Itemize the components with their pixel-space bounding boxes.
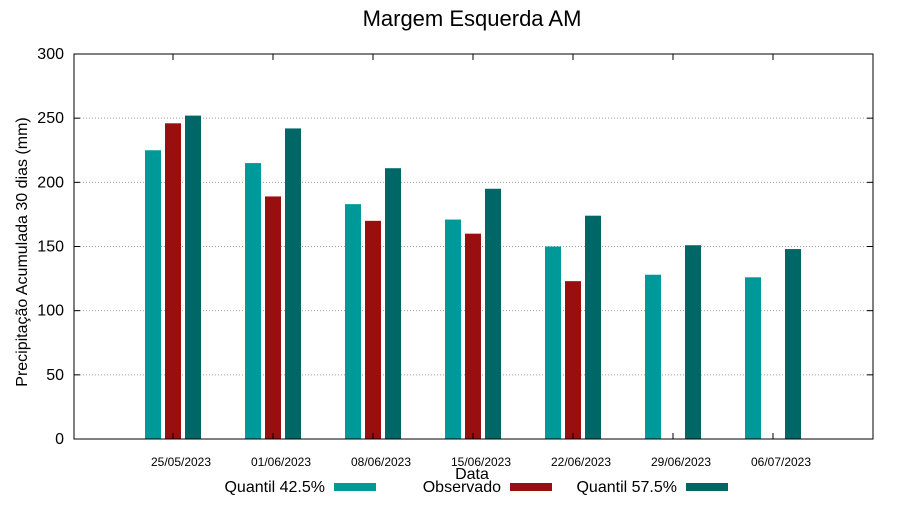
legend-swatch <box>686 483 728 491</box>
bars <box>145 115 801 440</box>
bar <box>145 150 161 439</box>
legend-swatch <box>510 483 552 491</box>
x-axis: 25/05/2023 01/06/2023 08/06/2023 15/06/2023… <box>151 54 811 469</box>
y-tick-label: 200 <box>37 174 64 191</box>
bar <box>685 245 701 439</box>
bar <box>745 277 761 439</box>
x-tick-label: 29/06/2023 <box>651 455 711 469</box>
y-tick-label: 0 <box>55 431 64 448</box>
y-tick-label: 250 <box>37 110 64 127</box>
bar <box>565 281 581 439</box>
x-tick-label: 08/06/2023 <box>351 455 411 469</box>
x-tick-label: 06/07/2023 <box>751 455 811 469</box>
x-tick-label: 01/06/2023 <box>251 455 311 469</box>
bar <box>465 233 481 439</box>
x-axis-label: Data <box>455 466 489 483</box>
bar <box>165 123 181 440</box>
y-tick-label: 300 <box>37 46 64 63</box>
bar <box>285 128 301 439</box>
legend-label: Quantil 57.5% <box>576 479 677 496</box>
bar <box>385 168 401 439</box>
bar <box>645 274 661 439</box>
bar <box>365 220 381 439</box>
x-tick-label: 22/06/2023 <box>551 455 611 469</box>
legend-label: Observado <box>423 479 501 496</box>
bar <box>265 196 281 439</box>
bar <box>345 204 361 439</box>
x-tick-label: 15/06/2023 <box>451 455 511 469</box>
bar <box>445 219 461 439</box>
y-tick-label: 100 <box>37 303 64 320</box>
bar <box>785 249 801 439</box>
legend-swatch <box>334 483 376 491</box>
x-tick-label: 25/05/2023 <box>151 455 211 469</box>
bar <box>245 163 261 440</box>
bar <box>585 215 601 439</box>
bar <box>185 115 201 439</box>
y-axis-label: Precipitação Acumulada 30 dias (mm) <box>14 117 31 386</box>
legend: Quantil 42.5% Observado Quantil 57.5% <box>224 479 728 496</box>
chart-title: Margem Esquerda AM <box>363 6 582 31</box>
bar <box>485 188 501 439</box>
legend-label: Quantil 42.5% <box>224 479 325 496</box>
y-axis: 0 50 100 150 200 250 300 <box>37 46 873 448</box>
bar <box>545 246 561 439</box>
y-tick-label: 150 <box>37 239 64 256</box>
y-tick-label: 50 <box>46 367 64 384</box>
